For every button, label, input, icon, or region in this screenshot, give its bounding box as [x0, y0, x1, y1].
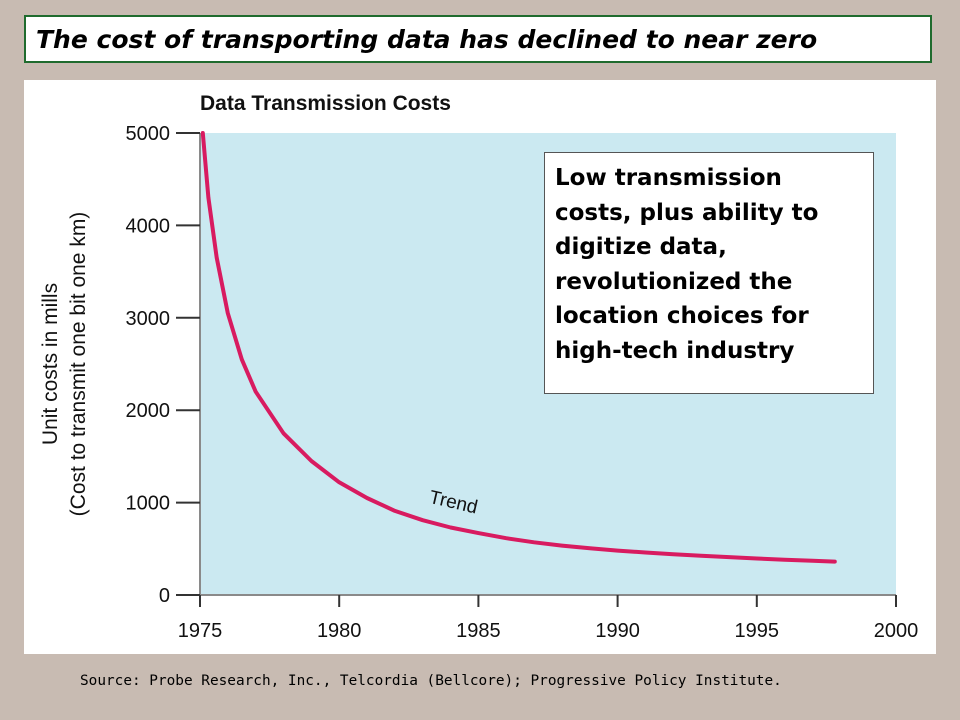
y-tick-label: 5000	[126, 123, 171, 145]
y-tick-label: 0	[159, 585, 170, 607]
source-note: Source: Probe Research, Inc., Telcordia …	[80, 673, 782, 689]
x-tick-label: 1995	[735, 620, 780, 642]
y-axis-label: Unit costs in mills	[39, 283, 62, 445]
chart-title: Data Transmission Costs	[200, 92, 451, 115]
y-tick-label: 3000	[126, 308, 171, 330]
chart-panel: 0 1000 2000 3000 4000 5000 1975 1980 1985 1990 199…	[24, 80, 936, 654]
callout-line: costs, plus ability to	[555, 199, 819, 226]
x-tick-label: 1990	[595, 620, 640, 642]
title-banner: The cost of transporting data has declin…	[24, 15, 932, 63]
slide-title: The cost of transporting data has declin…	[36, 24, 818, 54]
y-tick-label: 2000	[126, 400, 171, 422]
x-tick-label: 1985	[456, 620, 501, 642]
trend-line	[200, 131, 837, 564]
y-axis-label: (Cost to transmit one bit one km)	[67, 212, 90, 517]
callout-line: location choices for	[555, 303, 809, 329]
callout-line: digitize data,	[555, 234, 727, 260]
y-tick-label: 1000	[126, 493, 171, 515]
x-tick-label: 1975	[178, 620, 223, 642]
callout-line: Low transmission	[555, 165, 782, 191]
x-tick-label: 2000	[874, 620, 919, 642]
callout-line: high-tech industry	[555, 337, 795, 364]
callout-line: revolutionized the	[555, 268, 793, 295]
callout-box: Low transmission costs, plus ability to …	[544, 152, 874, 394]
y-tick-label: 4000	[126, 215, 171, 237]
x-tick-label: 1980	[317, 620, 362, 642]
